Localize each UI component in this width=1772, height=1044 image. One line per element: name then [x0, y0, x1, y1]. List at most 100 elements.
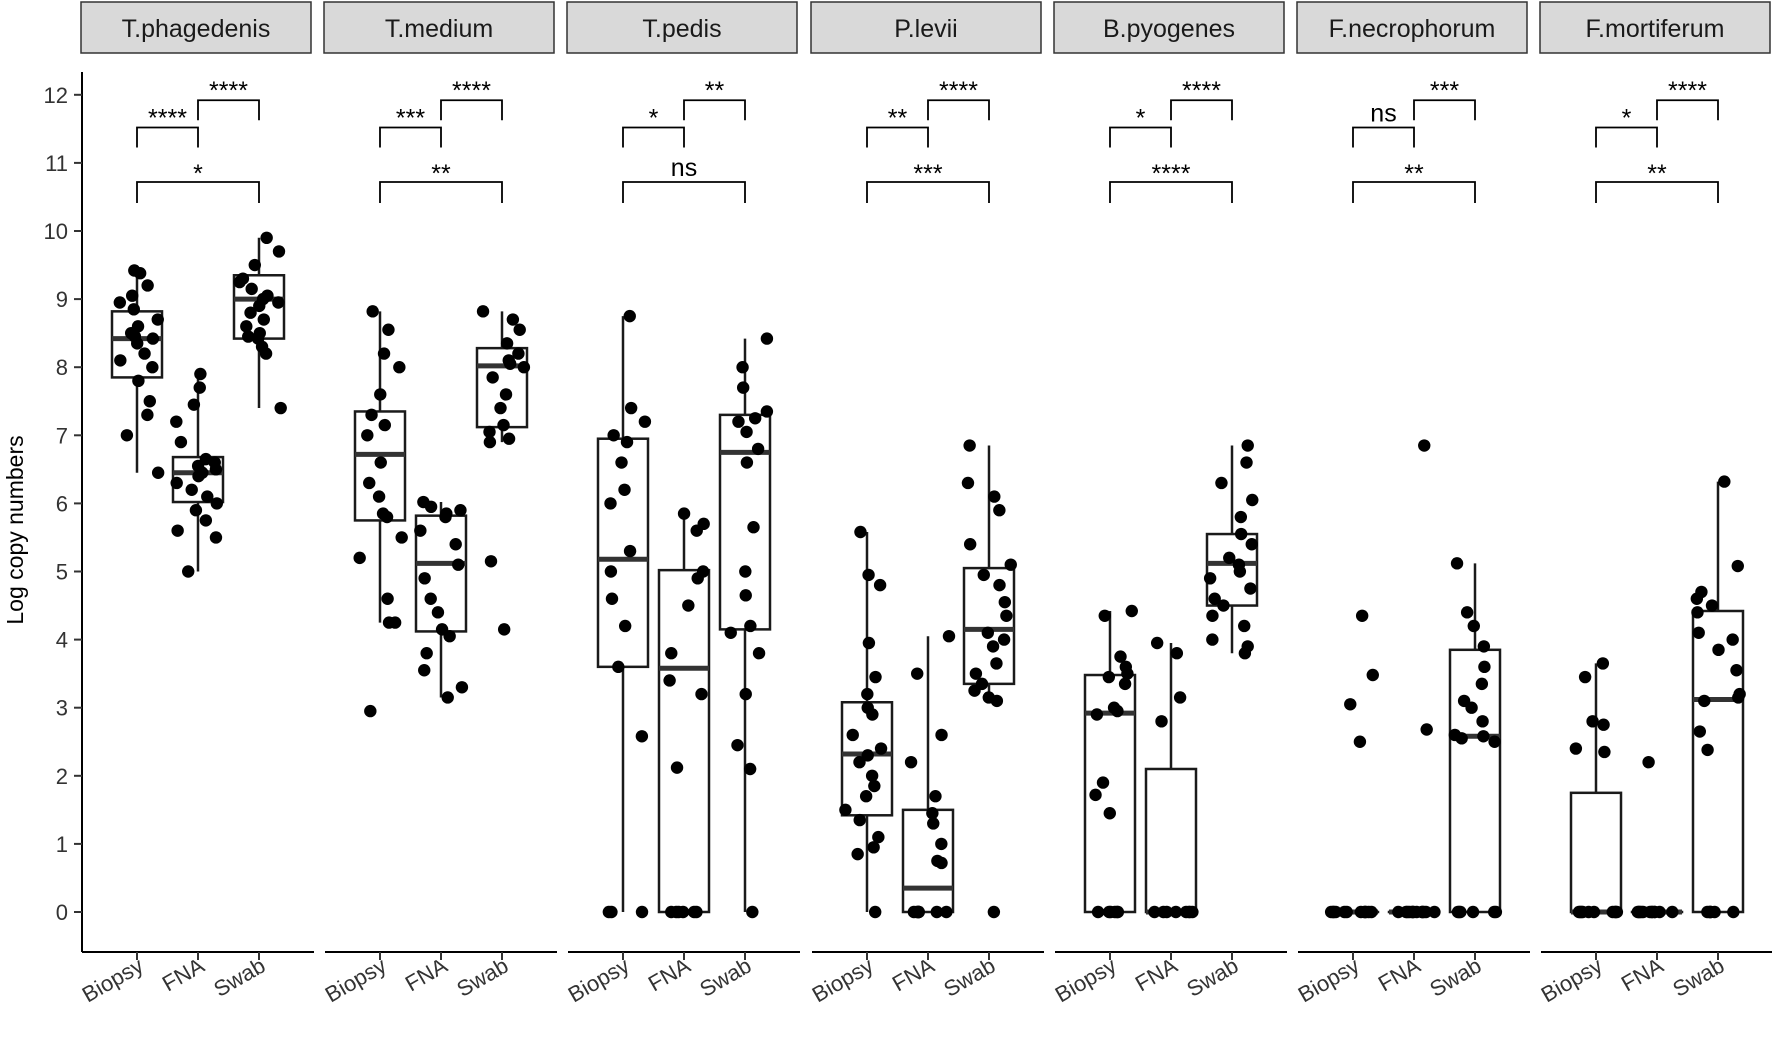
box-swab	[718, 332, 774, 919]
data-point	[1465, 701, 1478, 714]
significance-brackets: *******	[1595, 77, 1719, 203]
facet-strip	[80, 1, 312, 54]
significance-bracket	[136, 181, 260, 203]
data-point	[1428, 905, 1441, 919]
data-point	[194, 367, 207, 381]
data-point	[1102, 670, 1116, 684]
box-body	[1448, 648, 1502, 914]
data-point	[259, 347, 273, 360]
box-body	[962, 566, 1016, 686]
data-point	[739, 565, 752, 578]
data-point	[1004, 558, 1017, 571]
x-tick-label: FNA	[158, 953, 209, 997]
data-point	[929, 790, 942, 803]
data-point	[1732, 691, 1745, 704]
significance-brackets: *********	[136, 77, 260, 203]
data-point	[484, 555, 498, 568]
significance-bracket	[622, 126, 685, 148]
box-fna	[170, 367, 225, 578]
data-point	[503, 357, 517, 370]
data-point	[618, 619, 632, 633]
data-point	[869, 670, 882, 684]
x-tick-label: Swab	[209, 953, 269, 1002]
x-tick-label: Biopsy	[321, 953, 391, 1008]
box-fna	[657, 507, 711, 919]
data-point	[380, 510, 394, 524]
significance-label: **	[1404, 160, 1424, 188]
significance-label: ns	[671, 154, 697, 182]
data-point	[1246, 493, 1259, 507]
facet-strip	[810, 1, 1042, 54]
data-point	[486, 371, 499, 384]
significance-bracket	[1595, 181, 1719, 203]
data-point	[620, 435, 634, 449]
data-point	[1160, 905, 1173, 919]
data-point	[1705, 599, 1719, 612]
data-point	[1244, 582, 1257, 595]
y-tick-label: 1	[56, 832, 68, 857]
data-point	[497, 418, 510, 432]
data-point	[862, 636, 876, 650]
data-point	[127, 303, 141, 316]
data-point	[274, 401, 287, 415]
data-point	[170, 476, 183, 490]
data-point	[499, 388, 513, 401]
data-point	[141, 279, 154, 292]
data-point	[867, 841, 880, 854]
significance-bracket	[136, 126, 199, 148]
data-point	[1089, 788, 1102, 802]
data-point	[209, 531, 223, 544]
data-point	[1118, 677, 1132, 691]
significance-brackets: *********	[379, 77, 503, 203]
data-point	[1215, 476, 1228, 490]
data-point	[748, 412, 762, 425]
data-point	[1718, 475, 1731, 488]
data-point	[1596, 657, 1610, 670]
y-tick-label: 9	[56, 287, 68, 312]
data-point	[736, 361, 749, 374]
x-tick-label: Swab	[1668, 953, 1728, 1002]
data-point	[1353, 735, 1367, 748]
data-point	[1340, 905, 1353, 919]
data-point	[439, 510, 452, 524]
y-tick-label: 0	[56, 900, 68, 925]
data-point	[1451, 905, 1465, 919]
data-point	[1238, 619, 1251, 633]
data-point	[1578, 670, 1592, 684]
data-point	[618, 483, 631, 496]
x-tick-label: Biopsy	[564, 953, 634, 1008]
significance-bracket	[1109, 181, 1233, 203]
significance-bracket	[440, 99, 503, 121]
facet-strip	[1539, 1, 1771, 54]
facet-strip-label: T.medium	[385, 15, 493, 43]
data-point	[248, 258, 261, 272]
data-point	[935, 728, 948, 742]
significance-bracket	[197, 99, 260, 121]
y-tick-label: 8	[56, 355, 68, 380]
data-point	[151, 313, 164, 326]
data-point	[1450, 557, 1464, 570]
significance-brackets: *********	[1109, 77, 1233, 203]
significance-bracket	[683, 99, 746, 121]
data-point	[866, 708, 879, 721]
data-point	[113, 296, 127, 309]
data-point	[513, 323, 526, 336]
data-point	[997, 633, 1011, 646]
data-point	[393, 361, 406, 374]
data-point	[171, 524, 184, 537]
data-point	[1691, 606, 1704, 619]
significance-label: ***	[1430, 77, 1459, 105]
data-point	[635, 730, 649, 743]
data-point	[1000, 609, 1013, 622]
x-tick-label: Biopsy	[808, 953, 878, 1008]
data-point	[861, 687, 874, 701]
data-point	[363, 476, 376, 490]
box-biopsy	[110, 264, 165, 479]
y-tick-label: 4	[56, 628, 68, 653]
data-point	[483, 425, 496, 439]
data-point	[990, 694, 1004, 708]
data-point	[1726, 633, 1739, 646]
